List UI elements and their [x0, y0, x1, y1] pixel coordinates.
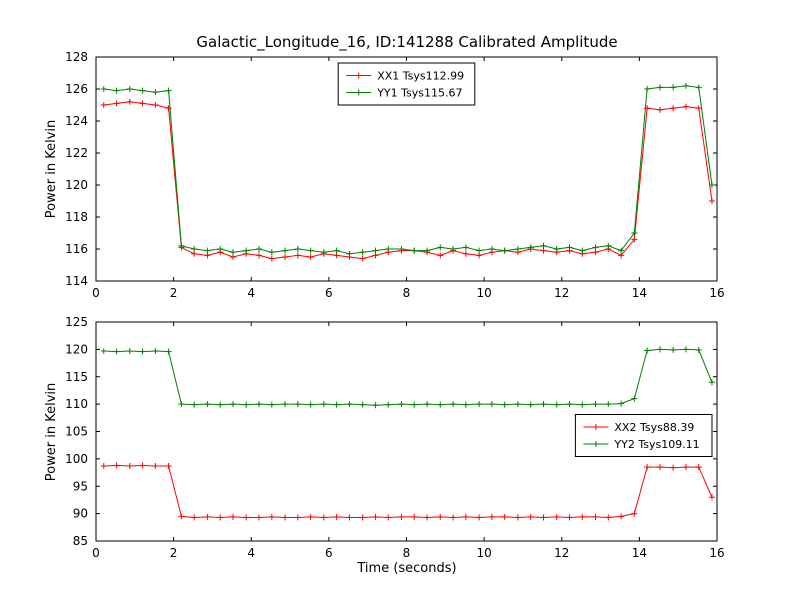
- series-markers: [100, 346, 715, 409]
- series-markers: [100, 98, 715, 262]
- x-tick-label: 14: [632, 546, 647, 560]
- legend-box: [337, 62, 476, 106]
- legend-label: XX2 Tsys88.39: [614, 421, 694, 434]
- bottom-plot: 0 2 4 6 8 10 12 14 16 85 90 95 100 105 110 115 120 125 XX2…: [65, 315, 725, 560]
- series-line: [103, 464, 713, 518]
- x-tick-label: 8: [403, 286, 411, 300]
- y-tick-label: 118: [65, 210, 88, 224]
- y-tick-label: 122: [65, 146, 88, 160]
- y-tick-label: 85: [73, 534, 88, 548]
- y-tick-label: 110: [65, 397, 88, 411]
- x-tick-label: 4: [247, 286, 255, 300]
- y-tick-label: 115: [65, 370, 88, 384]
- x-tick-label: 16: [709, 286, 724, 300]
- legend-box: [574, 414, 713, 457]
- x-tick-label: 10: [476, 546, 491, 560]
- x-tick-label: 12: [554, 546, 569, 560]
- series-markers: [100, 82, 715, 257]
- y-tick-label: 114: [65, 274, 88, 288]
- top-y-axis-label: Power in Kelvin: [44, 120, 59, 218]
- x-tick-label: 4: [247, 546, 255, 560]
- y-tick-label: 126: [65, 82, 88, 96]
- x-tick-label: 8: [403, 546, 411, 560]
- y-tick-label: 105: [65, 425, 88, 439]
- y-tick-label: 128: [65, 50, 88, 64]
- y-tick-label: 120: [65, 178, 88, 192]
- x-tick-label: 0: [92, 546, 100, 560]
- series-line: [103, 348, 713, 406]
- y-tick-label: 116: [65, 242, 88, 256]
- legend-label: YY2 Tsys109.11: [613, 438, 699, 451]
- x-tick-label: 2: [170, 546, 178, 560]
- y-tick-label: 90: [73, 507, 88, 521]
- x-tick-label: 6: [325, 286, 333, 300]
- y-tick-label: 100: [65, 452, 88, 466]
- top-plot: 0 2 4 6 8 10 12 14 16 114 116 118 120 122 124 126 128 XX1…: [65, 50, 725, 300]
- x-tick-label: 6: [325, 546, 333, 560]
- y-tick-label: 124: [65, 114, 88, 128]
- x-axis-label: Time (seconds): [356, 561, 456, 576]
- legend: XX2 Tsys88.39 YY2 Tsys109.11: [574, 414, 713, 457]
- y-tick-label: 95: [73, 479, 88, 493]
- x-tick-label: 2: [170, 286, 178, 300]
- y-tick-label: 120: [65, 342, 88, 356]
- x-tick-label: 10: [476, 286, 491, 300]
- legend: XX1 Tsys112.99 YY1 Tsys115.67: [337, 62, 476, 106]
- x-tick-label: 0: [92, 286, 100, 300]
- x-tick-label: 12: [554, 286, 569, 300]
- chart-title: Galactic_Longitude_16, ID:141288 Calibra…: [196, 33, 617, 52]
- y-tick-label: 125: [65, 315, 88, 329]
- series-markers: [100, 462, 715, 521]
- legend-label: XX1 Tsys112.99: [377, 70, 464, 83]
- x-tick-label: 14: [632, 286, 647, 300]
- x-tick-label: 16: [709, 546, 724, 560]
- series-line: [103, 85, 713, 255]
- legend-label: YY1 Tsys115.67: [376, 87, 462, 100]
- series-line: [103, 101, 713, 260]
- bottom-y-axis-label: Power in Kelvin: [44, 383, 59, 481]
